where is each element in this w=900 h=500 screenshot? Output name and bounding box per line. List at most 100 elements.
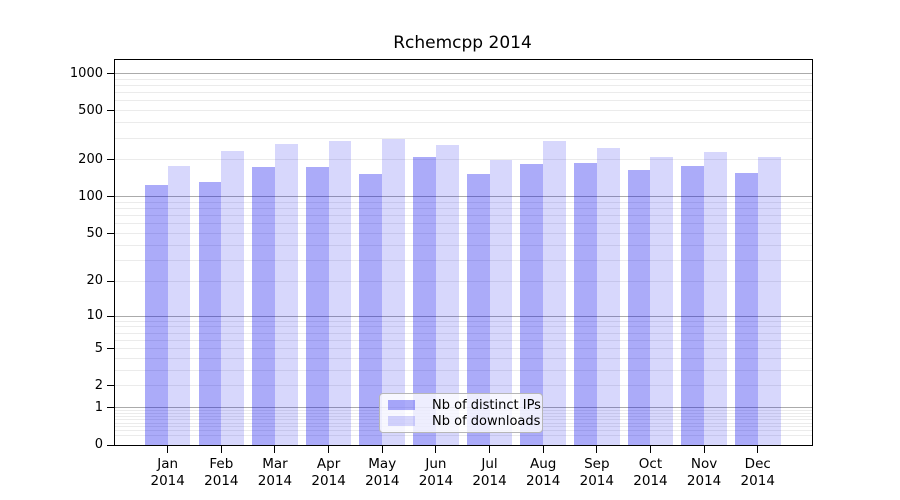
gridline-minor <box>115 223 812 225</box>
y-tick-label: 10 <box>86 308 103 324</box>
gridline-minor <box>115 78 812 80</box>
x-tick-label: Jun 2014 <box>418 456 454 489</box>
bar-downloads-dec <box>757 157 781 445</box>
bar-downloads-oct <box>650 157 674 445</box>
y-tick-mark <box>107 348 114 350</box>
gridline-minor <box>115 159 812 161</box>
gridline-minor <box>115 434 812 436</box>
gridline-minor <box>115 92 812 94</box>
gridline-minor <box>115 215 812 217</box>
y-tick-label: 2 <box>94 377 103 393</box>
bar-distinct-ips-oct <box>627 170 651 445</box>
legend-swatch-distinct-ips <box>388 400 415 410</box>
bar-distinct-ips-aug <box>520 163 544 445</box>
y-tick-label: 200 <box>78 151 103 167</box>
gridline-minor <box>115 320 812 322</box>
x-tick-label: Aug 2014 <box>525 456 561 489</box>
gridline-minor <box>115 280 812 282</box>
y-tick-mark <box>107 385 114 387</box>
x-tick-mark <box>489 446 491 453</box>
y-tick-label: 100 <box>78 188 103 204</box>
bar-distinct-ips-apr <box>305 167 329 445</box>
gridline-minor <box>115 233 812 235</box>
x-tick-mark <box>381 446 383 453</box>
bar-downloads-may <box>382 139 406 445</box>
y-tick-label: 1 <box>94 399 103 415</box>
x-tick-mark <box>757 446 759 453</box>
x-tick-mark <box>703 446 705 453</box>
legend: Nb of distinct IPs Nb of downloads <box>379 393 543 433</box>
bar-distinct-ips-jan <box>144 185 168 445</box>
y-tick-mark <box>107 315 114 317</box>
x-tick-label: Oct 2014 <box>633 456 668 489</box>
chart-title: Rchemcpp 2014 <box>393 33 532 53</box>
bar-downloads-jul <box>489 159 513 445</box>
gridline-minor <box>115 259 812 261</box>
gridline-minor <box>115 122 812 124</box>
gridline-minor <box>115 326 812 328</box>
gridline-minor <box>115 201 812 203</box>
x-tick-mark <box>542 446 544 453</box>
bar-downloads-jan <box>167 165 191 445</box>
x-tick-label: Nov 2014 <box>686 456 722 489</box>
bar-distinct-ips-dec <box>734 172 758 445</box>
x-tick-label: Jul 2014 <box>472 456 507 489</box>
y-tick-mark <box>107 196 114 198</box>
x-tick-mark <box>274 446 276 453</box>
gridline-minor <box>115 85 812 87</box>
plot-area: Dec 2014 Nov 2014 Oct 2014 Sep 2014 Aug 2014… <box>70 59 813 489</box>
y-tick-mark <box>107 444 114 446</box>
bar-distinct-ips-jun <box>413 157 436 445</box>
bar-downloads-feb <box>221 150 245 445</box>
x-tick-mark <box>328 446 330 453</box>
bar-downloads-apr <box>328 141 352 445</box>
legend-label-downloads: Nb of downloads <box>432 413 541 429</box>
gridline-minor <box>115 348 812 350</box>
y-tick-label: 0 <box>94 437 103 452</box>
y-tick-label: 20 <box>86 273 103 289</box>
gridline-minor <box>115 110 812 112</box>
y-tick-label: 500 <box>78 102 103 118</box>
bar-distinct-ips-sep <box>574 162 597 445</box>
y-tick-mark <box>107 110 114 112</box>
bar-downloads-nov <box>704 151 727 445</box>
gridline-minor <box>115 137 812 139</box>
gridline-minor <box>115 332 812 334</box>
x-tick-mark <box>167 446 169 453</box>
x-tick-label: Apr 2014 <box>311 456 346 489</box>
bar-downloads-aug <box>543 141 566 445</box>
gridline-major <box>115 315 812 317</box>
x-tick-label: Jan 2014 <box>150 456 185 489</box>
legend-swatch-downloads <box>388 416 415 426</box>
y-tick-mark <box>107 159 114 161</box>
gridline-minor <box>115 339 812 341</box>
gridline-minor <box>115 208 812 210</box>
legend-label-distinct-ips: Nb of distinct IPs <box>432 397 541 413</box>
bar-downloads-mar <box>274 144 298 445</box>
bar-distinct-ips-jul <box>466 173 490 445</box>
gridline-minor <box>115 100 812 102</box>
bar-downloads-jun <box>435 144 459 445</box>
y-tick-mark <box>107 73 114 75</box>
gridline-minor <box>115 385 812 387</box>
x-tick-label: Dec 2014 <box>740 456 775 489</box>
legend-item-downloads: Nb of downloads <box>380 413 542 429</box>
bar-distinct-ips-feb <box>198 181 222 445</box>
gridline-minor <box>115 369 812 371</box>
x-tick-label: Mar 2014 <box>257 456 293 489</box>
x-tick-label: May 2014 <box>365 456 400 489</box>
x-tick-mark <box>649 446 651 453</box>
bar-distinct-ips-nov <box>681 166 705 445</box>
y-tick-label: 1000 <box>69 65 103 81</box>
gridline-minor <box>115 244 812 246</box>
gridline-minor <box>115 357 812 359</box>
y-tick-mark <box>107 280 114 282</box>
legend-item-distinct-ips: Nb of distinct IPs <box>380 397 542 413</box>
bar-distinct-ips-mar <box>252 167 275 445</box>
x-tick-mark <box>596 446 598 453</box>
bar-distinct-ips-may <box>359 173 383 445</box>
x-tick-label: Feb 2014 <box>204 456 239 489</box>
bar-downloads-sep <box>596 148 620 445</box>
y-tick-label: 5 <box>94 340 103 356</box>
